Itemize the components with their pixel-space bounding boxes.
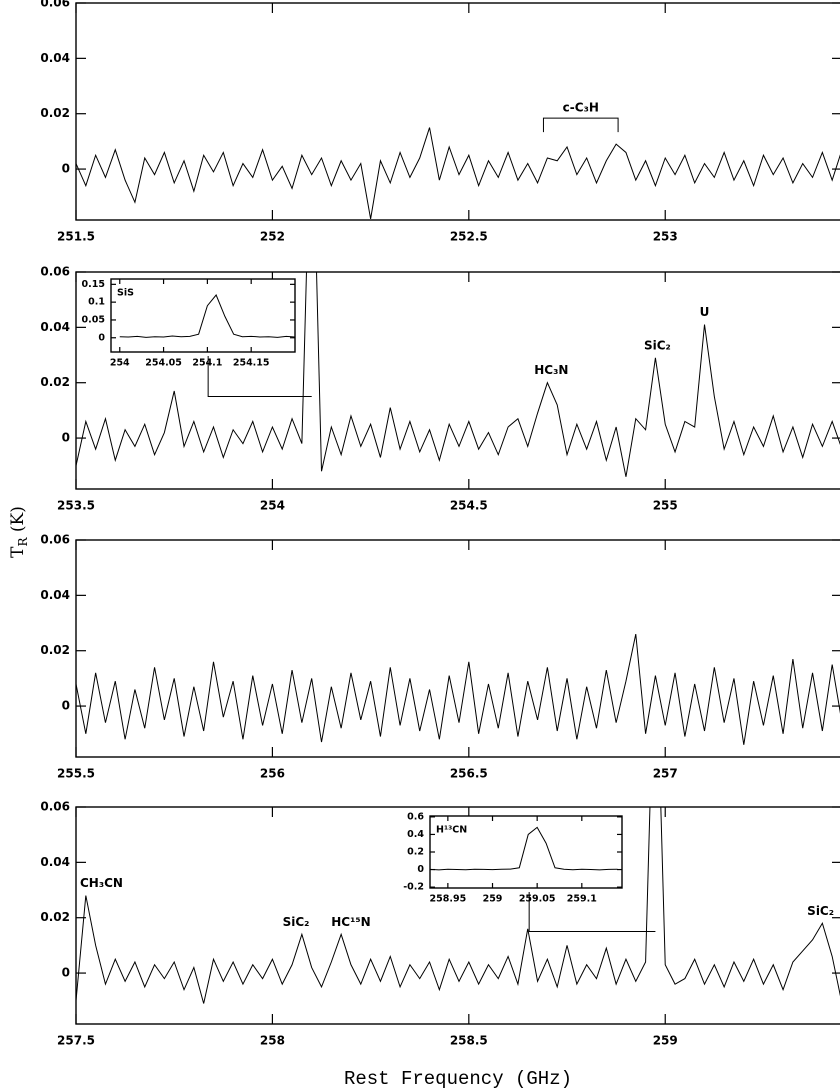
annotation: HC₃N: [534, 363, 568, 377]
y-tick-label: 0: [62, 431, 70, 445]
x-tick-label: 254: [260, 499, 285, 513]
y-tick-label: 0.2: [407, 847, 424, 858]
x-tick-label: 254.05: [145, 358, 182, 369]
y-tick-label: 0.4: [407, 829, 424, 840]
y-label-main: T: [8, 546, 28, 558]
y-tick-label: 0.1: [88, 297, 105, 308]
y-tick-label: 0: [62, 966, 70, 980]
plot-frame: [75, 539, 840, 758]
y-tick-label: 0.06: [40, 265, 70, 279]
annotation: U: [700, 305, 710, 319]
y-tick-label: 0: [62, 699, 70, 713]
y-tick-label: 0.02: [40, 375, 70, 389]
y-tick-label: -0.2: [403, 882, 424, 893]
panel: 0 0.02 0.04 0.06 251.5 252 252.5 253 c-C₃H: [40, 0, 840, 244]
plot-frame: [75, 806, 840, 1025]
y-tick-label: 0.04: [40, 855, 70, 869]
y-tick-label: 0.04: [40, 588, 70, 602]
y-tick-label: 0.02: [40, 106, 70, 120]
x-tick-label: 255.5: [57, 767, 95, 781]
y-axis-label: TR (K): [8, 506, 30, 558]
x-tick-label: 251.5: [57, 230, 95, 244]
plot-frame: [75, 271, 840, 490]
annotation: SiC₂: [807, 904, 834, 918]
spectrum-line: [76, 272, 840, 477]
x-tick-label: 253.5: [57, 499, 95, 513]
spectrum-line: [76, 807, 840, 1004]
y-tick-label: 0.02: [40, 643, 70, 657]
x-tick-label: 258.5: [450, 1034, 488, 1048]
y-tick-label: 0.6: [407, 811, 424, 822]
annotation: SiC₂: [644, 338, 671, 352]
x-tick-label: 252: [260, 230, 285, 244]
y-tick-label: 0: [98, 332, 105, 343]
y-tick-label: 0.06: [40, 800, 70, 814]
y-label-unit: (K): [8, 506, 28, 537]
x-tick-label: 259.1: [567, 894, 597, 905]
y-tick-label: 0.04: [40, 51, 70, 65]
inset-title: H¹³CN: [436, 825, 467, 836]
y-tick-label: 0.06: [40, 533, 70, 547]
inset-connector: [528, 892, 656, 933]
x-tick-label: 257: [653, 767, 678, 781]
x-tick-label: 254.15: [233, 358, 270, 369]
spectrum-line: [76, 634, 840, 745]
x-tick-label: 257.5: [57, 1034, 95, 1048]
plot-frame: [110, 278, 296, 353]
inset-background: [111, 279, 295, 352]
annotation: HC¹⁵N: [331, 915, 370, 929]
y-tick-label: 0.05: [82, 314, 105, 325]
annotation-bracket: [542, 117, 619, 133]
annotation: CH₃CN: [80, 876, 123, 890]
x-tick-label: 259.05: [519, 894, 556, 905]
x-tick-label: 258.95: [430, 894, 467, 905]
x-tick-label: 256.5: [450, 767, 488, 781]
x-tick-label: 255: [653, 499, 678, 513]
x-tick-label: 259: [483, 894, 503, 905]
panel: 0 0.02 0.04 0.06 257.5 258 258.5 259 CH₃CN SiC₂ HC…: [40, 800, 840, 1048]
x-tick-label: 254.5: [450, 499, 488, 513]
y-tick-label: 0.04: [40, 320, 70, 334]
inset-connector: [207, 356, 312, 398]
y-tick-label: 0: [417, 864, 424, 875]
inset-background: [430, 816, 622, 888]
panel: 0 0.02 0.04 0.06 255.5 256 256.5 257: [40, 533, 840, 781]
y-tick-label: 0: [62, 162, 70, 176]
y-tick-label: 0.15: [82, 279, 105, 290]
x-tick-label: 253: [653, 230, 678, 244]
spectrum-line: [119, 294, 295, 338]
x-tick-label: 259: [653, 1034, 678, 1048]
plot-frame: [75, 2, 840, 221]
inset-title: SiS: [117, 288, 134, 299]
spectrum-line: [430, 826, 618, 871]
x-tick-label: 256: [260, 767, 285, 781]
x-tick-label: 252.5: [450, 230, 488, 244]
y-tick-label: 0.06: [40, 0, 70, 10]
y-label-sub: R: [16, 537, 30, 547]
annotation: c-C₃H: [563, 101, 599, 115]
x-tick-label: 258: [260, 1034, 285, 1048]
y-tick-label: 0.02: [40, 910, 70, 924]
x-tick-label: 254.1: [192, 358, 222, 369]
inset: -0.2 0 0.2 0.4 0.6 258.95 259 259.05 259.1 H¹³CN: [403, 811, 623, 905]
x-axis-label: Rest Frequency (GHz): [344, 1068, 572, 1090]
spectrum-line: [76, 127, 840, 219]
inset: 0 0.05 0.1 0.15 254 254.05 254.1 254.15 SiS: [82, 278, 296, 369]
x-tick-label: 254: [110, 358, 130, 369]
annotation: SiC₂: [283, 915, 310, 929]
